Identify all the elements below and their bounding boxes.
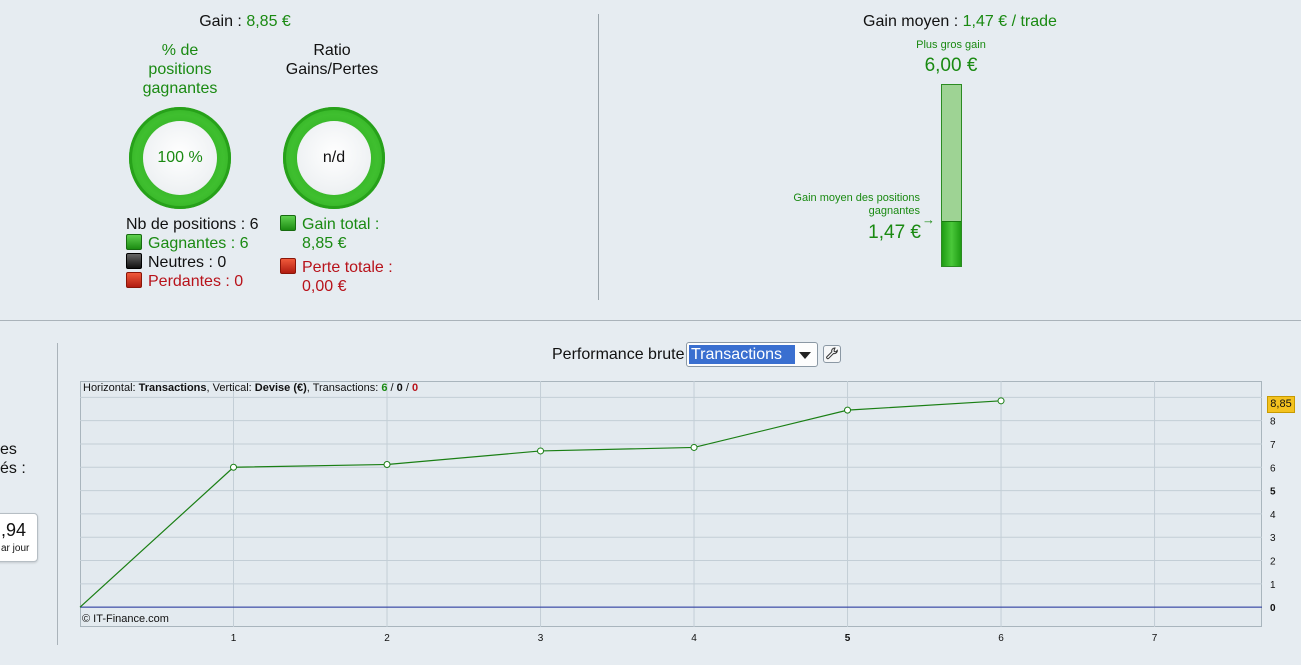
red-square-icon xyxy=(280,258,296,274)
last-value-badge: 8,85 xyxy=(1267,396,1295,413)
performance-label: Performance brute xyxy=(552,346,685,363)
gain-label: Gain : xyxy=(199,13,242,30)
performance-chart xyxy=(80,381,1262,627)
y-tick-label: 7 xyxy=(1270,440,1276,451)
nb-positions: Nb de positions : 6 xyxy=(126,216,259,233)
gain-summary: Gain : 8,85 € xyxy=(180,13,310,31)
green-square-icon xyxy=(126,234,142,250)
arrow-right-icon: → xyxy=(922,212,935,227)
winning-count: Gagnantes : 6 xyxy=(126,234,259,253)
x-tick-label: 5 xyxy=(845,633,851,644)
y-tick-label: 8 xyxy=(1270,417,1276,428)
chevron-down-icon xyxy=(799,352,811,359)
chart-header: Horizontal: Transactions, Vertical: Devi… xyxy=(83,382,419,394)
gain-bar xyxy=(941,84,962,267)
positions-breakdown: Nb de positions : 6 Gagnantes : 6 Neutre… xyxy=(126,215,259,291)
left-divider xyxy=(57,343,58,645)
x-tick-label: 2 xyxy=(384,633,390,644)
y-tick-label: 6 xyxy=(1270,463,1276,474)
gain-bar-fill xyxy=(942,220,961,266)
ratio-gauge: n/d xyxy=(283,107,385,209)
x-tick-label: 6 xyxy=(998,633,1004,644)
settings-button[interactable] xyxy=(823,345,841,363)
left-panel-fragment: es és : xyxy=(0,441,26,477)
copyright: © IT-Finance.com xyxy=(82,613,169,625)
wrench-icon xyxy=(826,347,838,360)
x-tick-label: 3 xyxy=(538,633,544,644)
green-square-icon xyxy=(280,215,296,231)
average-gain-label: Gain moyen : xyxy=(863,13,959,30)
ratio-label: Ratio Gains/Pertes xyxy=(285,42,379,78)
pct-win-label: % de positions gagnantes xyxy=(142,42,218,97)
biggest-gain-label: Plus gros gain xyxy=(916,39,986,51)
y-tick-label: 0 xyxy=(1270,603,1276,614)
average-gain-value: 1,47 € / trade xyxy=(962,13,1057,30)
y-tick-label: 3 xyxy=(1270,533,1276,544)
performance-select-value: Transactions xyxy=(689,345,795,364)
gain-total: Gain total : 8,85 € xyxy=(280,215,379,253)
average-gain: Gain moyen : 1,47 € / trade xyxy=(820,13,1100,31)
gain-value: 8,85 € xyxy=(246,13,291,30)
x-tick-label: 7 xyxy=(1152,633,1158,644)
vertical-divider xyxy=(598,14,599,300)
tooltip-label: ar jour xyxy=(1,543,30,554)
win-rate-gauge: 100 % xyxy=(129,107,231,209)
black-square-icon xyxy=(126,253,142,269)
perte-totale: Perte totale : 0,00 € xyxy=(280,258,393,296)
horizontal-divider xyxy=(0,320,1301,321)
x-tick-label: 1 xyxy=(231,633,237,644)
daily-tooltip: ,94 ar jour xyxy=(0,513,38,562)
y-tick-label: 2 xyxy=(1270,557,1276,568)
y-tick-label: 4 xyxy=(1270,510,1276,521)
x-tick-label: 4 xyxy=(691,633,697,644)
y-tick-label: 1 xyxy=(1270,580,1276,591)
losing-count: Perdantes : 0 xyxy=(126,272,259,291)
red-square-icon xyxy=(126,272,142,288)
win-rate-value: 100 % xyxy=(143,121,217,195)
neutral-count: Neutres : 0 xyxy=(126,253,259,272)
ratio-value: n/d xyxy=(297,121,371,195)
average-winning-value: 1,47 € xyxy=(868,222,921,243)
tooltip-value: ,94 xyxy=(1,520,27,540)
y-tick-label: 5 xyxy=(1270,487,1276,498)
average-winning-label: Gain moyen des positions gagnantes xyxy=(793,192,920,217)
performance-select[interactable]: Transactions xyxy=(686,342,818,367)
biggest-gain-value: 6,00 € xyxy=(924,55,978,76)
